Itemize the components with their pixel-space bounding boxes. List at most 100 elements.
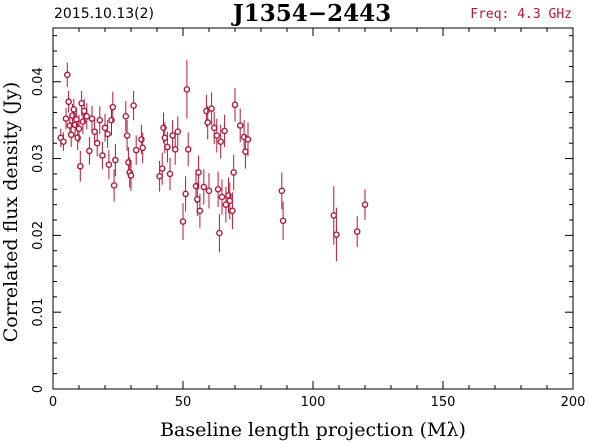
- data-point: [93, 130, 101, 157]
- point-marker: [174, 128, 182, 135]
- point-marker: [112, 156, 119, 164]
- point-marker: [138, 136, 145, 143]
- data-point: [210, 111, 218, 144]
- point-marker: [218, 193, 226, 201]
- data-point: [179, 203, 187, 240]
- observation-date: 2015.10.13(2): [54, 6, 154, 22]
- x-axis-label: Baseline length projection (Mλ): [160, 419, 466, 441]
- x-tick-label: 50: [175, 395, 192, 410]
- x-axis-tick-labels: 0 50 100 150 200: [49, 395, 586, 410]
- data-point: [184, 132, 192, 167]
- point-marker: [229, 207, 236, 215]
- point-marker: [210, 124, 218, 132]
- plot-frame: [52, 27, 574, 390]
- point-marker: [101, 124, 109, 132]
- point-marker: [93, 139, 101, 147]
- data-point: [278, 172, 286, 210]
- data-point: [361, 189, 369, 221]
- data-point: [75, 114, 83, 143]
- point-marker: [109, 103, 117, 111]
- data-point: [132, 135, 140, 165]
- data-point: [236, 108, 244, 143]
- point-marker: [361, 201, 369, 208]
- point-marker: [66, 122, 74, 129]
- point-marker: [88, 115, 96, 122]
- data-point: [229, 192, 236, 230]
- x-tick-label: 200: [561, 395, 586, 410]
- data-point: [333, 207, 340, 262]
- data-point: [86, 137, 93, 165]
- point-marker: [110, 182, 118, 189]
- data-point: [213, 118, 221, 153]
- data-point: [353, 216, 361, 247]
- data-point: [130, 90, 137, 121]
- point-marker: [208, 105, 215, 112]
- y-tick-label: 0: [31, 385, 46, 393]
- point-marker: [74, 134, 81, 142]
- point-marker: [221, 127, 228, 135]
- point-marker: [214, 185, 222, 193]
- data-point: [218, 179, 226, 215]
- point-marker: [160, 124, 167, 132]
- data-point: [109, 91, 117, 123]
- x-tick-label: 100: [301, 395, 326, 410]
- data-point: [112, 143, 119, 177]
- point-marker: [70, 106, 78, 113]
- point-marker: [108, 116, 115, 124]
- point-marker: [217, 138, 224, 145]
- data-point: [174, 116, 182, 148]
- data-point: [83, 103, 91, 130]
- point-marker: [91, 128, 98, 135]
- data-point: [208, 92, 215, 125]
- point-marker: [75, 125, 83, 132]
- point-marker: [105, 161, 113, 169]
- point-marker: [166, 170, 174, 178]
- point-marker: [161, 134, 169, 142]
- y-tick-label: 0.04: [31, 67, 46, 96]
- data-point: [127, 160, 135, 191]
- data-point: [195, 155, 202, 190]
- data-point: [200, 169, 208, 205]
- data-point: [216, 213, 223, 253]
- y-tick-label: 0.01: [31, 298, 46, 327]
- point-marker: [225, 192, 232, 199]
- data-point: [204, 105, 211, 140]
- data-point: [65, 90, 72, 113]
- data-point: [96, 106, 104, 134]
- point-marker: [196, 207, 204, 215]
- data-point: [196, 193, 204, 228]
- point-marker: [64, 71, 71, 79]
- point-marker: [183, 86, 191, 93]
- point-marker: [231, 101, 239, 109]
- point-marker: [73, 116, 80, 123]
- point-marker: [244, 136, 252, 143]
- point-marker: [127, 172, 135, 179]
- point-marker: [60, 138, 67, 145]
- data-point: [217, 124, 224, 159]
- point-marker: [139, 144, 146, 152]
- point-marker: [78, 99, 85, 107]
- data-point: [122, 100, 130, 132]
- point-marker: [204, 119, 211, 126]
- frequency-label: Freq: 4.3 GHz: [470, 7, 572, 22]
- data-point: [57, 128, 65, 148]
- point-marker: [169, 132, 176, 139]
- point-marker: [205, 187, 213, 195]
- data-points: [57, 60, 369, 262]
- point-marker: [125, 159, 132, 166]
- point-marker: [96, 116, 104, 124]
- data-point: [205, 173, 213, 209]
- point-marker: [182, 190, 189, 198]
- point-marker: [104, 130, 111, 138]
- point-marker: [164, 143, 171, 151]
- point-marker: [353, 228, 361, 235]
- point-marker: [184, 146, 192, 153]
- data-point: [183, 60, 191, 119]
- point-marker: [171, 146, 179, 153]
- point-marker: [62, 115, 70, 122]
- data-point: [171, 133, 179, 165]
- x-tick-label: 0: [49, 395, 57, 410]
- data-point: [123, 120, 131, 151]
- point-marker: [99, 152, 106, 159]
